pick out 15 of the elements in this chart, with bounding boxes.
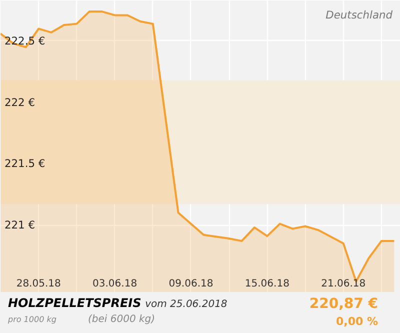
- text: (bei 6000 kg): [88, 314, 156, 325]
- y-tick-label: 222 €: [4, 96, 36, 109]
- y-tick-label: 221.5 €: [4, 157, 46, 170]
- text: HOLZPELLETSPREIS: [8, 296, 142, 310]
- x-tick-label: 09.06.18: [168, 278, 214, 290]
- y-tick-label: 221 €: [4, 218, 36, 232]
- text: 0,00 %: [336, 315, 378, 328]
- text: vom 25.06.2018: [145, 299, 228, 310]
- x-tick-label: 15.06.18: [244, 278, 290, 290]
- x-tick-label: 03.06.18: [92, 278, 138, 290]
- text: 220,87 €: [309, 296, 378, 312]
- text: pro 1000 kg: [8, 315, 56, 324]
- x-tick-label: 21.06.18: [321, 278, 366, 290]
- annotation: Deutschland: [326, 8, 393, 22]
- x-tick-label: 28.05.18: [16, 278, 61, 290]
